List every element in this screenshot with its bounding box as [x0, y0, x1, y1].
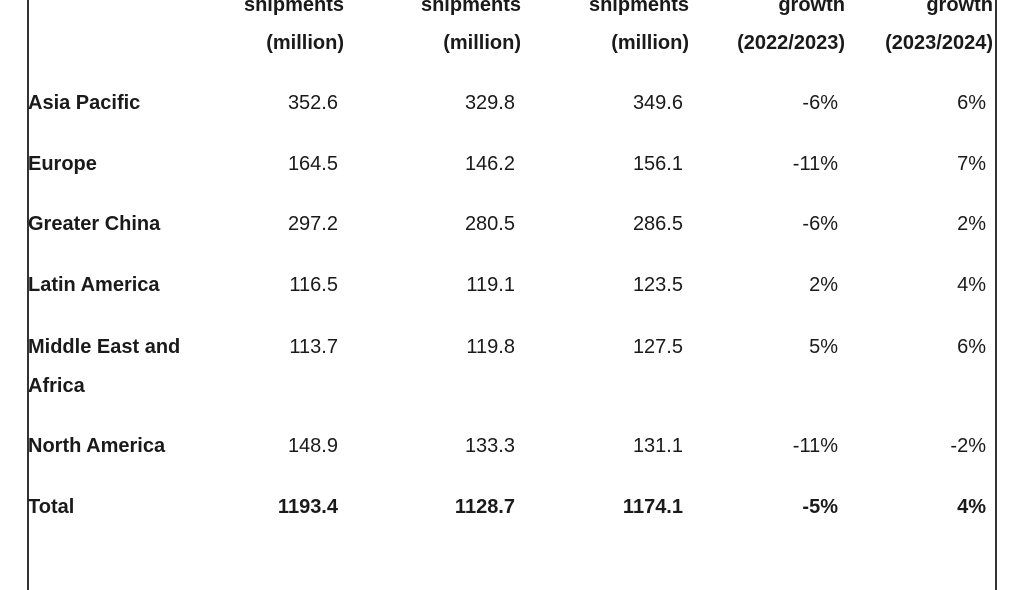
cell-value: 146.2: [464, 153, 515, 175]
cell-value: 6%: [957, 92, 986, 114]
cell-value: 156.1: [632, 153, 683, 175]
cell-value: 2%: [957, 213, 986, 235]
table-frame: [27, 0, 997, 590]
cell-value: 148.9: [287, 435, 338, 457]
row-label: North America: [28, 435, 166, 457]
cell-value: -11%: [792, 153, 838, 175]
cell-value: 349.6: [632, 92, 683, 114]
cell-value: 1174.1: [622, 496, 683, 518]
row-label: Asia Pacific: [28, 92, 141, 114]
column-header: growth: [926, 0, 993, 16]
page: shipments (million) shipments (million) ship…: [27, 0, 997, 590]
cell-value: 280.5: [464, 213, 515, 235]
cell-value: -6%: [802, 213, 838, 235]
cell-value: 119.8: [466, 336, 515, 358]
cell-value: -2%: [950, 435, 986, 457]
row-label: Middle East and Africa: [28, 336, 181, 397]
cell-value: 116.5: [289, 274, 338, 296]
column-header: growth: [778, 0, 845, 16]
column-header: (million): [266, 32, 344, 54]
column-header: (million): [443, 32, 521, 54]
column-header: shipments: [243, 0, 344, 16]
cell-value: 113.7: [289, 336, 338, 358]
column-header: shipments: [420, 0, 521, 16]
cell-value: 4%: [957, 496, 986, 518]
cell-value: 131.1: [632, 435, 683, 457]
row-label: Latin America: [28, 274, 160, 296]
cell-value: 5%: [809, 336, 838, 358]
column-header: (million): [611, 32, 689, 54]
cell-value: 127.5: [632, 336, 683, 358]
cell-value: 6%: [957, 336, 986, 358]
cell-value: 7%: [957, 153, 986, 175]
cell-value: 119.1: [466, 274, 515, 296]
column-header: shipments: [588, 0, 689, 16]
cell-value: 1128.7: [454, 496, 515, 518]
row-label: Europe: [28, 153, 97, 175]
cell-value: 352.6: [287, 92, 338, 114]
cell-value: 1193.4: [277, 496, 338, 518]
cell-value: 164.5: [287, 153, 338, 175]
cell-value: 4%: [957, 274, 986, 296]
cell-value: 286.5: [632, 213, 683, 235]
cell-value: -5%: [802, 496, 838, 518]
cell-value: 329.8: [464, 92, 515, 114]
cell-value: 297.2: [287, 213, 338, 235]
cell-value: 133.3: [464, 435, 515, 457]
cell-value: 123.5: [632, 274, 683, 296]
cell-value: -6%: [802, 92, 838, 114]
row-label: Total: [28, 496, 75, 518]
cell-value: -11%: [792, 435, 838, 457]
row-label: Greater China: [28, 213, 161, 235]
column-header: (2023/2024): [885, 32, 993, 54]
cell-value: 2%: [809, 274, 838, 296]
column-header: (2022/2023): [737, 32, 845, 54]
